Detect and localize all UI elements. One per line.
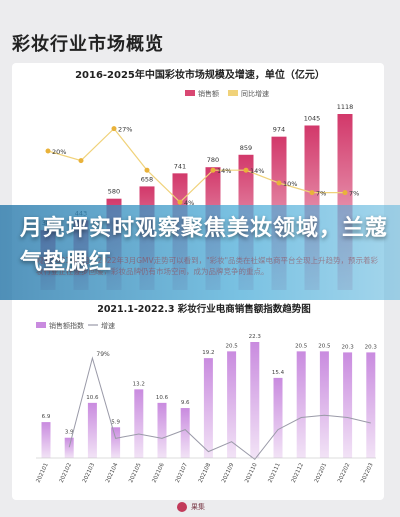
legend-label: 同比增速 <box>241 89 269 98</box>
brand-logo-icon <box>177 502 187 512</box>
chart1-bar-label: 780 <box>207 156 219 164</box>
chart1-point <box>144 167 150 173</box>
chart2-x-tick: 202111 <box>267 462 281 484</box>
chart1-point <box>276 180 282 186</box>
chart2-bar <box>296 351 306 458</box>
chart2-bar <box>227 351 237 458</box>
chart2-bar-label: 20.5 <box>295 343 308 349</box>
chart2-bar <box>203 358 213 458</box>
chart1-line: 20% 27% 4% 14% 14% 10% 7% 7% <box>45 126 359 207</box>
chart2-x-tick: 202109 <box>221 462 236 484</box>
chart1-bar-label: 1045 <box>304 114 321 122</box>
chart2-bar-label: 19.2 <box>202 350 214 356</box>
legend-label: 销售额指数 <box>49 321 84 330</box>
chart2-bar <box>64 437 74 458</box>
chart1-bar-label: 974 <box>273 126 285 134</box>
chart1-point <box>309 190 315 196</box>
chart-note: 观察2021年1月至2022年3月GMV走势可以看到，"彩妆"品类在社媒电商平台… <box>36 256 379 276</box>
chart2-x-tick: 202112 <box>291 462 305 484</box>
chart2-bar-label: 15.4 <box>272 370 285 376</box>
chart2-x-tick: 202106 <box>151 462 166 484</box>
chart1-point <box>177 199 183 205</box>
chart2-bars: 6.9 3.9 10.6 5.9 13.2 10.6 9.6 19.2 20.5 22.3 15.4… <box>41 334 378 458</box>
chart2-bar-label: 20.5 <box>318 343 331 349</box>
chart2-bar-label: 9.6 <box>181 400 190 406</box>
chart2-bar <box>343 352 353 458</box>
chart2-x-tick: 202203 <box>360 462 375 484</box>
chart2-bar-label: 3.9 <box>65 430 74 436</box>
chart2-bar <box>180 408 190 458</box>
chart2-bar-label: 5.9 <box>111 419 120 425</box>
chart2-growth-line <box>68 356 371 460</box>
chart1-bar-label: 859 <box>240 144 252 152</box>
headline-banner <box>0 205 400 300</box>
brand-name: 果集 <box>191 503 205 511</box>
chart1-bar-label: 580 <box>108 188 120 196</box>
chart2-point-label: 79% <box>96 351 110 358</box>
chart2-bar-label: 10.6 <box>156 395 169 401</box>
chart2-bar <box>87 402 97 458</box>
chart2-bar-label: 20.3 <box>365 344 378 350</box>
chart1-bar-label: 741 <box>174 162 186 170</box>
chart2-x-tick: 202105 <box>128 462 143 484</box>
chart2-bar-label: 13.2 <box>133 381 145 387</box>
chart1-point-label: 27% <box>118 126 132 134</box>
page-title: 彩妆行业市场概览 <box>12 34 164 55</box>
chart1-point <box>210 167 216 173</box>
chart2-bar <box>319 351 329 458</box>
chart2-x-tick: 202103 <box>82 462 97 484</box>
legend-label: 增速 <box>101 321 115 330</box>
chart1-point-label: 10% <box>283 180 297 188</box>
chart2-bar <box>366 352 376 458</box>
chart2-x-tick: 202202 <box>337 462 351 484</box>
chart2-bar-label: 20.3 <box>341 344 354 350</box>
chart2-x-tick: 202201 <box>314 462 328 484</box>
chart1-point <box>243 167 249 173</box>
legend-label: 销售额 <box>198 89 219 98</box>
chart2-title: 2021.1-2022.3 彩妆行业电商销售额指数趋势图 <box>97 303 311 315</box>
chart2-x-tick: 202107 <box>175 462 190 484</box>
chart1-bar-label: 1118 <box>337 103 354 111</box>
chart2-x-axis: 202101 202102 202103 202104 202105 202106 2021… <box>35 457 376 484</box>
legend-swatch-line <box>228 90 238 96</box>
chart2-bar <box>41 422 51 458</box>
chart1-point <box>342 190 348 196</box>
chart1-point <box>45 148 51 154</box>
chart2-bar-label: 10.6 <box>86 395 99 401</box>
legend-swatch-bar <box>185 90 195 96</box>
chart1-title: 2016-2025年中国彩妆市场规模及增速，单位（亿元） <box>75 68 325 81</box>
chart2-x-tick: 202101 <box>35 462 49 484</box>
chart1-point-label: 7% <box>349 190 359 198</box>
chart2-bar-label: 20.5 <box>225 343 238 349</box>
chart1-point-label: 20% <box>52 148 66 156</box>
chart2-line: 79% <box>68 351 371 460</box>
chart1-legend: 销售额 同比增速 <box>185 89 269 98</box>
chart1-point-label: 4% <box>184 199 194 207</box>
chart1-point-label: 14% <box>250 167 264 175</box>
chart2-bar-label: 22.3 <box>249 334 262 340</box>
chart2-bar <box>134 389 144 458</box>
brand: 果集 <box>177 502 205 512</box>
legend-swatch-bar <box>36 322 46 328</box>
chart1-point <box>111 126 117 132</box>
chart1-point-label: 14% <box>217 167 231 175</box>
chart1-growth-line <box>47 127 345 204</box>
chart2-x-tick: 202104 <box>105 462 120 484</box>
chart2-x-tick: 202102 <box>59 462 73 484</box>
chart1-point-label: 7% <box>316 190 326 198</box>
chart2-x-tick: 202108 <box>198 462 213 484</box>
chart1-bar-label: 658 <box>141 175 153 183</box>
chart2-x-tick: 202110 <box>244 462 259 484</box>
chart2-legend: 销售额指数 增速 <box>36 321 115 330</box>
chart2-bar <box>250 342 260 458</box>
chart2-bar <box>111 427 121 458</box>
headline: 月亮坪实时观察聚焦美妆领域，兰蔻气垫腮红 <box>20 216 389 275</box>
chart2-bar-label: 6.9 <box>42 414 51 420</box>
chart2-bar <box>273 377 283 458</box>
chart2-bar <box>157 402 167 458</box>
chart1-point <box>78 158 84 164</box>
